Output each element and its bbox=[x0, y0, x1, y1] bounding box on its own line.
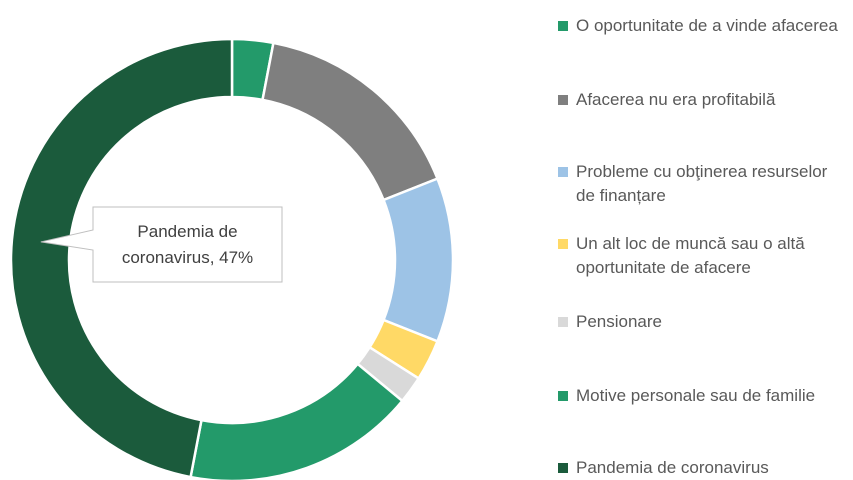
legend-item: Afacerea nu era profitabilă bbox=[558, 88, 848, 112]
legend-item: Un alt loc de muncă sau o altă oportunit… bbox=[558, 232, 848, 280]
legend-swatch bbox=[558, 463, 568, 473]
legend-item: Pensionare bbox=[558, 310, 848, 334]
legend-label: Un alt loc de muncă sau o altă oportunit… bbox=[576, 234, 805, 277]
donut-segment bbox=[261, 41, 440, 202]
donut-segment bbox=[381, 177, 455, 343]
callout-box bbox=[40, 206, 283, 283]
legend-item: Pandemia de coronavirus bbox=[558, 456, 848, 480]
donut-segment bbox=[9, 37, 234, 479]
legend-label: Pandemia de coronavirus bbox=[576, 458, 769, 477]
legend-swatch bbox=[558, 391, 568, 401]
legend-swatch bbox=[558, 317, 568, 327]
legend-swatch bbox=[558, 21, 568, 31]
legend-label: Motive personale sau de familie bbox=[576, 386, 816, 405]
legend-item: Motive personale sau de familie bbox=[558, 384, 848, 408]
donut-segment bbox=[189, 362, 405, 480]
legend-swatch bbox=[558, 167, 568, 177]
legend-swatch bbox=[558, 239, 568, 249]
legend-item: O oportunitate de a vinde afacerea bbox=[558, 14, 848, 38]
legend-label: O oportunitate de a vinde afacerea bbox=[576, 16, 838, 35]
data-label: Pandemia de coronavirus, 47% bbox=[121, 221, 254, 267]
legend-label: Pensionare bbox=[576, 312, 663, 331]
legend-label: Afacerea nu era profitabilă bbox=[576, 90, 776, 109]
legend-item: Probleme cu obţinerea resurselor de fina… bbox=[558, 160, 848, 208]
legend-label: Probleme cu obţinerea resurselor de fina… bbox=[576, 162, 828, 205]
legend-swatch bbox=[558, 95, 568, 105]
